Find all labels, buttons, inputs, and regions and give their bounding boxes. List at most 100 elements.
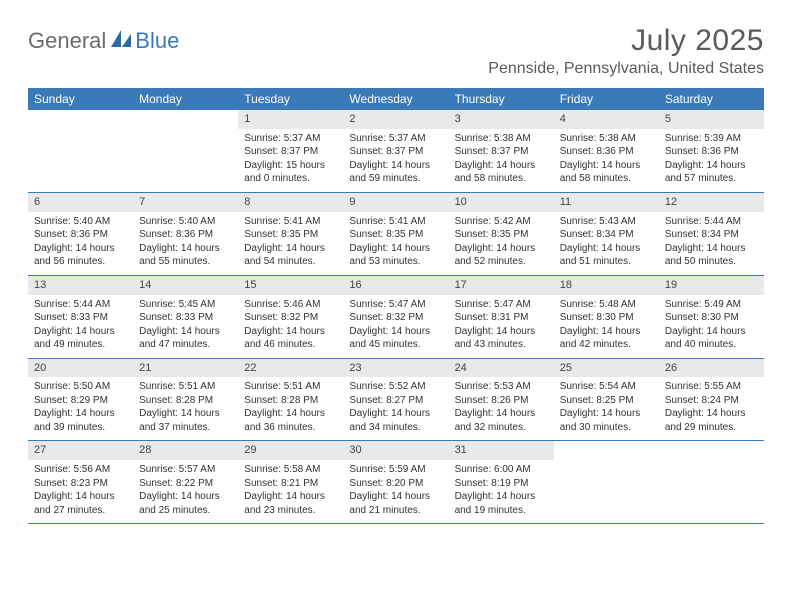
logo-text-general: General [28,28,106,54]
sunrise-text: Sunrise: 5:54 AM [560,380,653,394]
daylight-text: Daylight: 14 hours and 23 minutes. [244,490,337,517]
date-number: 9 [343,193,448,212]
sunrise-text: Sunrise: 5:44 AM [34,298,127,312]
date-number: 26 [659,359,764,378]
daylight-text: Daylight: 14 hours and 47 minutes. [139,325,232,352]
sunrise-text: Sunrise: 5:46 AM [244,298,337,312]
week-row: 27Sunrise: 5:56 AMSunset: 8:23 PMDayligh… [28,441,764,524]
day-cell: 31Sunrise: 6:00 AMSunset: 8:19 PMDayligh… [449,441,554,523]
sunset-text: Sunset: 8:30 PM [560,311,653,325]
sunset-text: Sunset: 8:37 PM [455,145,548,159]
day-cell: 30Sunrise: 5:59 AMSunset: 8:20 PMDayligh… [343,441,448,523]
daylight-text: Daylight: 14 hours and 46 minutes. [244,325,337,352]
day-cell: 3 Sunrise: 5:38 AMSunset: 8:37 PMDaylight… [449,110,554,192]
day-cell: 5Sunrise: 5:39 AMSunset: 8:36 PMDaylight… [659,110,764,192]
daylight-text: Daylight: 14 hours and 50 minutes. [665,242,758,269]
daylight-text: Daylight: 15 hours and 0 minutes. [244,159,337,186]
day-cell: 23Sunrise: 5:52 AMSunset: 8:27 PMDayligh… [343,359,448,441]
day-cell: 22Sunrise: 5:51 AMSunset: 8:28 PMDayligh… [238,359,343,441]
date-number: 14 [133,276,238,295]
day-cell: 14Sunrise: 5:45 AMSunset: 8:33 PMDayligh… [133,276,238,358]
day-cell-body: Sunrise: 5:59 AMSunset: 8:20 PMDaylight:… [343,460,448,517]
sunset-text: Sunset: 8:29 PM [34,394,127,408]
daylight-text: Daylight: 14 hours and 59 minutes. [349,159,442,186]
sunset-text: Sunset: 8:25 PM [560,394,653,408]
day-cell: 28Sunrise: 5:57 AMSunset: 8:22 PMDayligh… [133,441,238,523]
day-cell: 18Sunrise: 5:48 AMSunset: 8:30 PMDayligh… [554,276,659,358]
sunset-text: Sunset: 8:19 PM [455,477,548,491]
daylight-text: Daylight: 14 hours and 21 minutes. [349,490,442,517]
day-cell-body: Sunrise: 5:49 AMSunset: 8:30 PMDaylight:… [659,295,764,352]
sunrise-text: Sunrise: 5:45 AM [139,298,232,312]
day-cell: 2Sunrise: 5:37 AMSunset: 8:37 PMDaylight… [343,110,448,192]
sunset-text: Sunset: 8:36 PM [665,145,758,159]
daylight-text: Daylight: 14 hours and 36 minutes. [244,407,337,434]
date-number: 2 [343,110,448,129]
sunrise-text: Sunrise: 5:50 AM [34,380,127,394]
sunset-text: Sunset: 8:28 PM [244,394,337,408]
day-cell-body: Sunrise: 5:38 AMSunset: 8:36 PMDaylight:… [554,129,659,186]
day-cell: 21Sunrise: 5:51 AMSunset: 8:28 PMDayligh… [133,359,238,441]
daylight-text: Daylight: 14 hours and 52 minutes. [455,242,548,269]
date-number: 20 [28,359,133,378]
date-number: 19 [659,276,764,295]
date-number: 31 [449,441,554,460]
date-number: 17 [449,276,554,295]
daylight-text: Daylight: 14 hours and 29 minutes. [665,407,758,434]
daylight-text: Daylight: 14 hours and 19 minutes. [455,490,548,517]
sunset-text: Sunset: 8:22 PM [139,477,232,491]
day-cell-body: Sunrise: 5:44 AMSunset: 8:34 PMDaylight:… [659,212,764,269]
sunrise-text: Sunrise: 5:43 AM [560,215,653,229]
date-number: 15 [238,276,343,295]
sunset-text: Sunset: 8:37 PM [244,145,337,159]
day-cell-body: Sunrise: 5:44 AMSunset: 8:33 PMDaylight:… [28,295,133,352]
day-cell-body: Sunrise: 5:42 AMSunset: 8:35 PMDaylight:… [449,212,554,269]
day-header-row: SundayMondayTuesdayWednesdayThursdayFrid… [28,88,764,110]
day-header-cell: Wednesday [343,88,448,110]
daylight-text: Daylight: 14 hours and 32 minutes. [455,407,548,434]
day-cell-body: Sunrise: 5:47 AMSunset: 8:31 PMDaylight:… [449,295,554,352]
daylight-text: Daylight: 14 hours and 53 minutes. [349,242,442,269]
date-number: 10 [449,193,554,212]
sunrise-text: Sunrise: 5:38 AM [455,132,548,146]
sunrise-text: Sunrise: 5:51 AM [244,380,337,394]
daylight-text: Daylight: 14 hours and 42 minutes. [560,325,653,352]
day-cell: 12Sunrise: 5:44 AMSunset: 8:34 PMDayligh… [659,193,764,275]
day-cell: 11Sunrise: 5:43 AMSunset: 8:34 PMDayligh… [554,193,659,275]
date-number: 6 [28,193,133,212]
day-cell: 20Sunrise: 5:50 AMSunset: 8:29 PMDayligh… [28,359,133,441]
calendar-body: 1Sunrise: 5:37 AMSunset: 8:37 PMDaylight… [28,110,764,524]
sunset-text: Sunset: 8:36 PM [34,228,127,242]
daylight-text: Daylight: 14 hours and 58 minutes. [455,159,548,186]
day-cell: 29Sunrise: 5:58 AMSunset: 8:21 PMDayligh… [238,441,343,523]
daylight-text: Daylight: 14 hours and 57 minutes. [665,159,758,186]
day-cell-body: Sunrise: 5:37 AMSunset: 8:37 PMDaylight:… [343,129,448,186]
daylight-text: Daylight: 14 hours and 45 minutes. [349,325,442,352]
sunrise-text: Sunrise: 5:38 AM [560,132,653,146]
day-cell-body: Sunrise: 5:52 AMSunset: 8:27 PMDaylight:… [343,377,448,434]
daylight-text: Daylight: 14 hours and 51 minutes. [560,242,653,269]
date-number: 23 [343,359,448,378]
date-number: 3 [449,110,554,129]
sunrise-text: Sunrise: 5:49 AM [665,298,758,312]
sunrise-text: Sunrise: 5:59 AM [349,463,442,477]
sunset-text: Sunset: 8:34 PM [560,228,653,242]
sunset-text: Sunset: 8:28 PM [139,394,232,408]
logo: General Blue [28,28,179,54]
date-number: 21 [133,359,238,378]
calendar: SundayMondayTuesdayWednesdayThursdayFrid… [28,88,764,524]
sunrise-text: Sunrise: 5:39 AM [665,132,758,146]
day-header-cell: Friday [554,88,659,110]
day-cell-body: Sunrise: 5:40 AMSunset: 8:36 PMDaylight:… [28,212,133,269]
day-cell-body: Sunrise: 5:58 AMSunset: 8:21 PMDaylight:… [238,460,343,517]
day-cell-body: Sunrise: 5:47 AMSunset: 8:32 PMDaylight:… [343,295,448,352]
day-cell-body: Sunrise: 5:41 AMSunset: 8:35 PMDaylight:… [343,212,448,269]
logo-text-blue: Blue [135,28,179,54]
date-number: 8 [238,193,343,212]
day-cell: 19Sunrise: 5:49 AMSunset: 8:30 PMDayligh… [659,276,764,358]
sunset-text: Sunset: 8:35 PM [455,228,548,242]
sunset-text: Sunset: 8:32 PM [349,311,442,325]
date-number: 18 [554,276,659,295]
day-cell: 16Sunrise: 5:47 AMSunset: 8:32 PMDayligh… [343,276,448,358]
day-cell-body: Sunrise: 5:39 AMSunset: 8:36 PMDaylight:… [659,129,764,186]
